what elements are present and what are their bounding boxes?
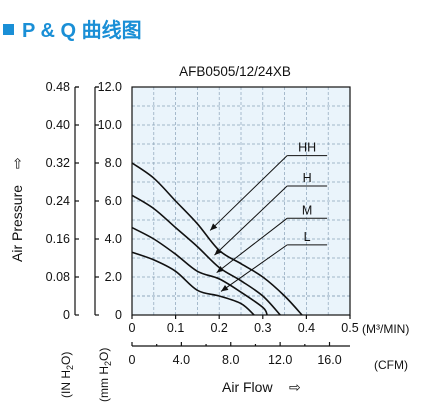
- arrowhead-m: [216, 265, 225, 273]
- arrowhead-h: [214, 248, 222, 256]
- y-primary-tick-label: 0: [115, 308, 122, 322]
- y-primary-tick-label: 6.0: [105, 194, 122, 208]
- leader-line-h: [214, 185, 288, 256]
- y-axis-label: Air Pressure: [9, 185, 25, 262]
- curve-h: [131, 194, 281, 316]
- curve-label-m: M: [302, 203, 312, 217]
- x-primary-unit: (M³/MIN): [362, 322, 409, 336]
- y-axis-arrow-icon: ⇨: [9, 157, 25, 169]
- x-secondary-tick-label: 16.0: [317, 353, 341, 367]
- curve-l: [131, 251, 255, 316]
- axes: [74, 86, 351, 347]
- y-secondary-tick-label: 0: [63, 308, 70, 322]
- x-primary-tick-label: 0.4: [298, 321, 315, 335]
- x-secondary-tick-label: 8.0: [222, 353, 239, 367]
- grid-lines: [132, 87, 350, 315]
- y-primary-tick-label: 2.0: [105, 270, 122, 284]
- leader-line-hh: [209, 155, 288, 231]
- x-secondary-tick-label: 0: [129, 353, 136, 367]
- arrowhead-l: [221, 284, 229, 292]
- leader-line-m: [216, 217, 288, 274]
- chart-title: AFB0505/12/24XB: [179, 64, 291, 79]
- y-secondary-tick-label: 0.32: [46, 156, 70, 170]
- y-secondary-tick-label: 0.40: [46, 118, 70, 132]
- y-secondary-unit: (IN H2O): [59, 352, 75, 398]
- x-secondary-tick-label: 12.0: [268, 353, 292, 367]
- x-axis-arrow-icon: ⇨: [289, 379, 301, 395]
- y-secondary-tick-label: 0.16: [46, 232, 70, 246]
- x-primary-tick-label: 0.1: [167, 321, 184, 335]
- header-square-icon: [3, 24, 14, 35]
- leader-line-l: [220, 244, 288, 292]
- x-primary-tick-label: 0.3: [254, 321, 271, 335]
- y-secondary-tick-label: 0.48: [46, 80, 70, 94]
- curve-m: [131, 226, 268, 316]
- y-secondary-tick-label: 0.08: [46, 270, 70, 284]
- arrowhead-hh: [210, 223, 218, 231]
- y-primary-unit: (mm H2O): [97, 348, 113, 402]
- y-primary-tick-label: 8.0: [105, 156, 122, 170]
- curve-label-l: L: [304, 230, 311, 244]
- x-primary-tick-label: 0.5: [341, 321, 358, 335]
- x-secondary-tick-label: 4.0: [173, 353, 190, 367]
- x-primary-tick-label: 0.2: [211, 321, 228, 335]
- tick-labels: 00.080.160.240.320.400.4802.04.06.08.010…: [46, 80, 359, 367]
- x-secondary-unit: (CFM): [374, 358, 408, 372]
- header-title: P & Q 曲线图: [22, 18, 142, 42]
- y-primary-tick-label: 4.0: [105, 232, 122, 246]
- y-primary-tick-label: 10.0: [98, 118, 122, 132]
- y-primary-tick-label: 12.0: [98, 80, 122, 94]
- curve-label-h: H: [303, 171, 312, 185]
- y-secondary-tick-label: 0.24: [46, 194, 70, 208]
- x-axis-label: Air Flow: [222, 379, 273, 395]
- plot-frame: [131, 86, 351, 316]
- x-primary-tick-label: 0: [129, 321, 136, 335]
- curve-label-hh: HH: [298, 141, 316, 155]
